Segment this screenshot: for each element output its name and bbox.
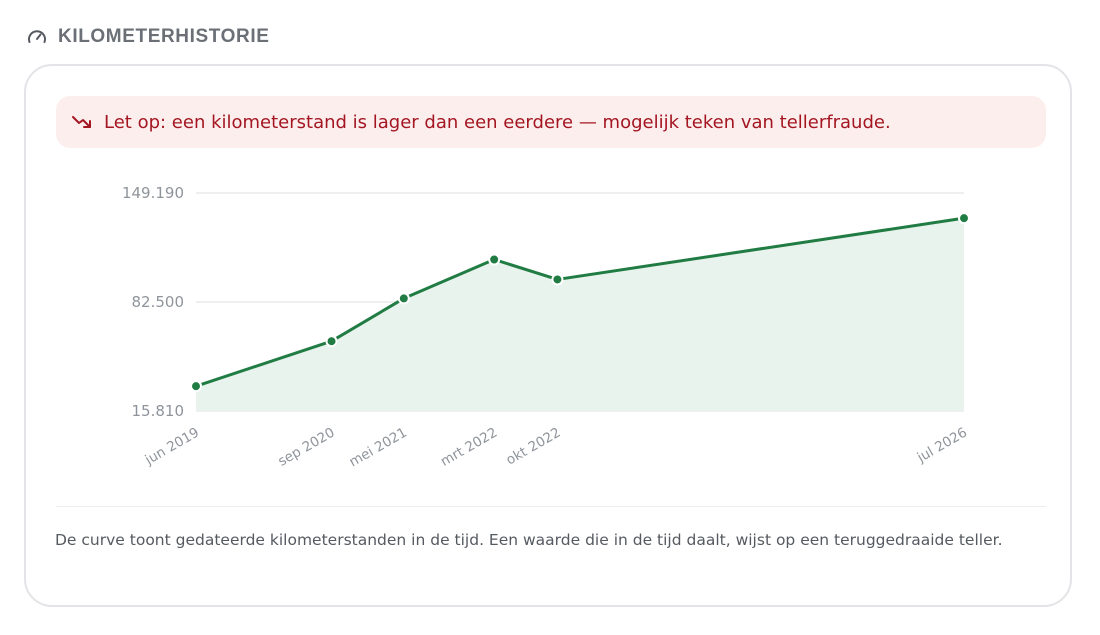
section-title: KILOMETERHISTORIE (58, 26, 269, 48)
gauge-icon (26, 26, 48, 48)
mileage-history-card: Let op: een kilometerstand is lager dan … (24, 64, 1072, 607)
mileage-chart: 149.190 82.500 15.810 jun 2019 sep 2020 mei 2… (26, 66, 1070, 506)
x-tick-label: mei 2021 (347, 425, 410, 471)
data-point (399, 293, 409, 303)
x-tick-label: jul 2026 (914, 425, 970, 467)
data-point (191, 381, 201, 391)
y-tick-label: 15.810 (132, 402, 185, 420)
x-tick-label: mrt 2022 (438, 425, 500, 470)
x-tick-label: jun 2019 (142, 425, 202, 469)
data-point (489, 255, 499, 265)
data-point (959, 213, 969, 223)
data-point (552, 274, 562, 284)
y-tick-label: 149.190 (122, 184, 184, 202)
x-tick-label: okt 2022 (503, 425, 563, 469)
chart-caption: De curve toont gedateerde kilometerstand… (55, 526, 1045, 554)
area-fill (196, 218, 964, 411)
y-tick-label: 82.500 (132, 293, 185, 311)
divider (56, 506, 1046, 507)
section-header: KILOMETERHISTORIE (26, 26, 269, 48)
data-point (327, 336, 337, 346)
x-tick-label: sep 2020 (275, 425, 337, 470)
